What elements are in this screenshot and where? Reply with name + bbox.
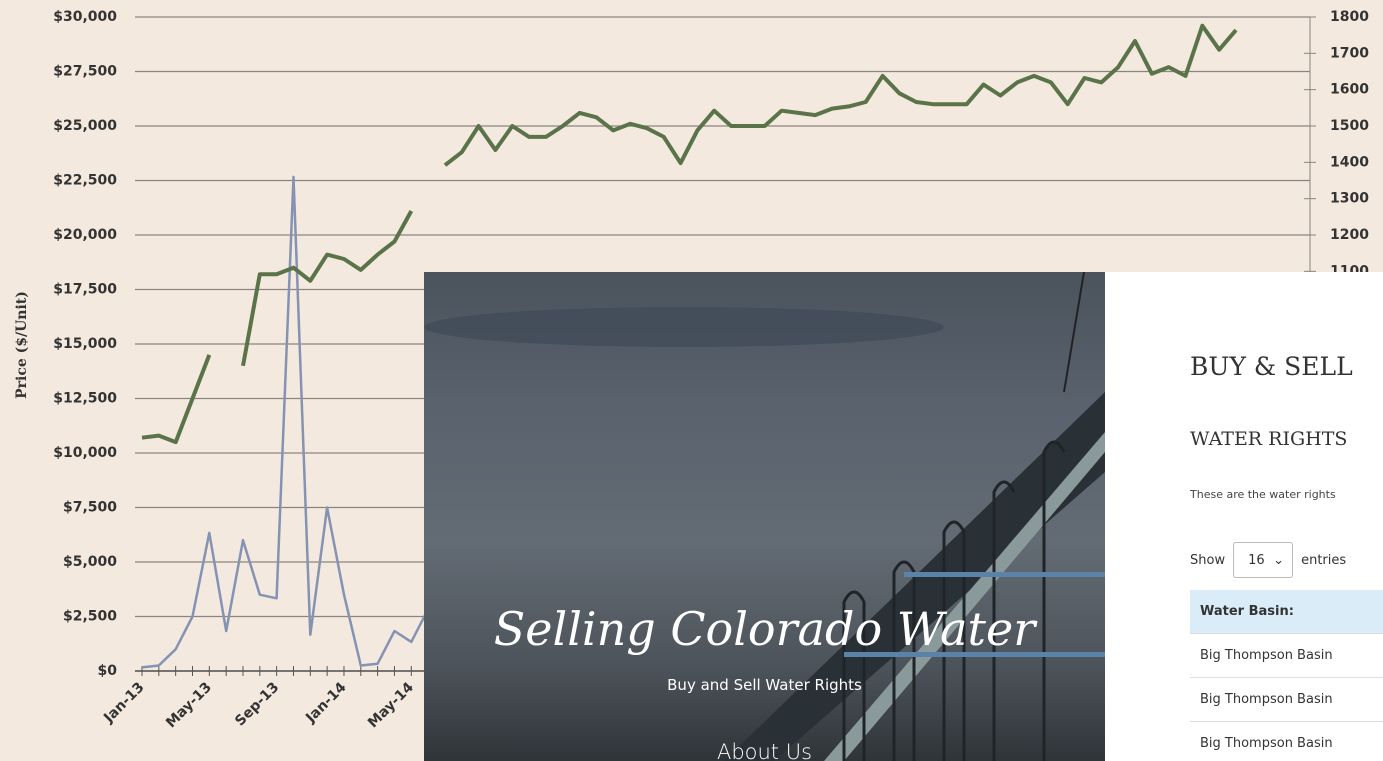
table-header[interactable]: Water Basin: [1190, 590, 1383, 634]
data-line [141, 23, 1238, 445]
table-cell: Big Thompson Basin [1190, 722, 1383, 761]
hero-subtitle: Buy and Sell Water Rights [667, 676, 862, 694]
y2-tick-label: 1500 [1330, 118, 1369, 134]
table-cell: Big Thompson Basin [1190, 634, 1383, 678]
x-tick-label: Jan-13 [100, 679, 147, 726]
y2-tick-label: 1200 [1330, 227, 1369, 243]
x-tick-label: Jan-14 [302, 679, 349, 726]
y2-tick-label: 1700 [1330, 45, 1369, 61]
nav-link[interactable]: About Us [716, 740, 813, 761]
y-tick-label: $5,000 [63, 554, 117, 570]
entries-select[interactable]: 16 ⌄ [1233, 542, 1294, 578]
table-cell: Big Thompson Basin [1190, 678, 1383, 722]
hero-image [424, 272, 1105, 761]
y-tick-label: $0 [98, 663, 118, 679]
y-tick-label: $10,000 [53, 445, 117, 461]
hero-title: Selling Colorado Water [493, 602, 1036, 656]
y-tick-label: $22,500 [53, 173, 117, 189]
y2-tick-label: 1600 [1330, 82, 1369, 98]
select-value: 16 [1248, 552, 1265, 568]
intro-text: These are the water rights [1190, 488, 1336, 501]
y-tick-label: $30,000 [53, 9, 117, 25]
entries-control: Show 16 ⌄ entries [1190, 542, 1346, 578]
y-tick-label: $12,500 [53, 391, 117, 407]
y2-tick-label: 1800 [1330, 9, 1369, 25]
data-line [141, 175, 430, 669]
heading: BUY & SELL [1190, 352, 1353, 381]
hero-banner: Selling Colorado Water Buy and Sell Wate… [424, 272, 1105, 761]
y-tick-label: $15,000 [53, 336, 117, 352]
y-tick-label: $25,000 [53, 118, 117, 134]
select-arrow: ⌄ [1273, 552, 1285, 568]
y-tick-label: $20,000 [53, 227, 117, 243]
content-panel: BUY & SELL WATER RIGHTS These are the wa… [1105, 272, 1383, 761]
y-tick-label: $17,500 [53, 282, 117, 298]
y-tick-label: $27,500 [53, 64, 117, 80]
y2-tick-label: 1300 [1330, 191, 1369, 207]
x-tick-label: Sep-13 [232, 679, 282, 729]
y-tick-label: $7,500 [63, 500, 117, 516]
subheading: WATER RIGHTS [1190, 428, 1348, 450]
y-axis-label: Price ($/Unit) [14, 291, 30, 399]
entries-label: entries [1301, 552, 1347, 568]
y2-tick-label: 1400 [1330, 154, 1369, 170]
x-tick-label: May-14 [365, 679, 417, 731]
y-tick-label: $2,500 [63, 609, 117, 625]
x-tick-label: May-13 [163, 679, 215, 731]
show-label: Show [1190, 552, 1226, 568]
